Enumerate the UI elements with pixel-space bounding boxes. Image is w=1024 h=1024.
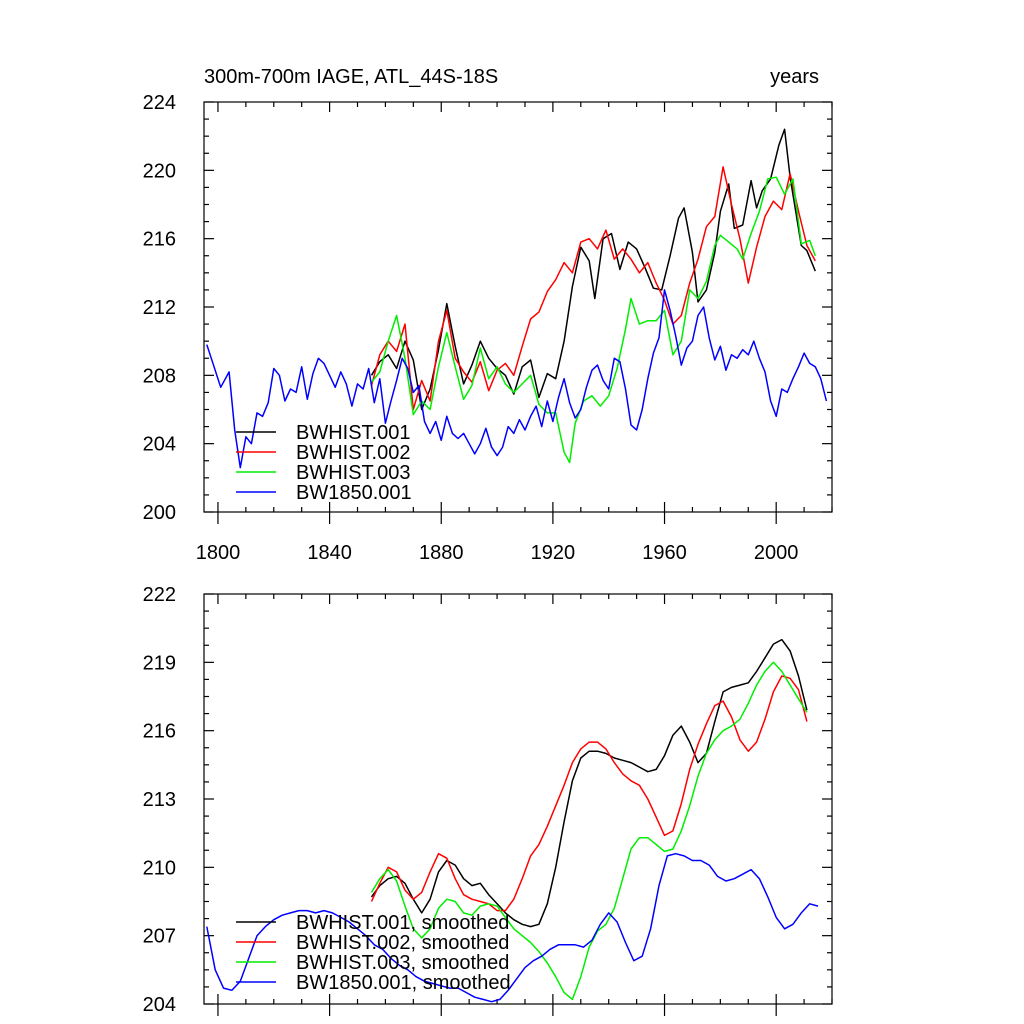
top-chart-units: years: [770, 66, 819, 88]
bottom-ytick-label: 222: [143, 584, 176, 606]
bottom-series-line-4: [206, 852, 819, 1003]
top-xtick-label: 1880: [419, 542, 464, 564]
bottom-ytick-label: 216: [143, 721, 176, 743]
top-x-tick-labels: 1800 1840 1880 1920 1960 2000: [196, 542, 799, 564]
top-series-line-4: [206, 289, 828, 469]
bottom-axis-ticks: [204, 593, 833, 1016]
top-ytick-label: 220: [143, 160, 176, 182]
bottom-ytick-label: 207: [143, 926, 176, 948]
top-xtick-label: 2000: [754, 542, 799, 564]
top-ytick-label: 208: [143, 365, 176, 387]
bottom-ytick-label: 210: [143, 857, 176, 879]
bottom-series-line-1: [370, 638, 808, 928]
top-xtick-label: 1960: [642, 542, 687, 564]
top-ytick-label: 216: [143, 229, 176, 251]
top-legend-label-1: BWHIST.001: [296, 422, 410, 444]
top-legend-label-4: BW1850.001: [296, 482, 412, 504]
top-ytick-label: 204: [143, 434, 176, 456]
top-panel: 200 204 208 212 216 220 224 1800 1840 1880 1920 19…: [143, 66, 833, 564]
top-series-line-2: [370, 166, 816, 411]
top-xtick-label: 1800: [196, 542, 241, 564]
top-legend-label-2: BWHIST.002: [296, 442, 410, 464]
top-ytick-label: 200: [143, 502, 176, 524]
bottom-series-lines: [206, 638, 819, 1003]
bottom-ytick-label: 213: [143, 789, 176, 811]
bottom-legend-label-1: BWHIST.001, smoothed: [296, 912, 509, 934]
top-series-line-3: [370, 176, 817, 464]
top-y-tick-labels: 200 204 208 212 216 220 224: [143, 92, 176, 524]
top-series-lines: [206, 128, 828, 469]
bottom-series-line-3: [370, 661, 808, 1001]
top-xtick-label: 1840: [307, 542, 352, 564]
bottom-legend-label-4: BW1850.001, smoothed: [296, 972, 511, 994]
bottom-y-tick-labels: 204 207 210 213 216 219 222: [143, 584, 176, 1016]
bottom-legend-label-2: BWHIST.002, smoothed: [296, 932, 509, 954]
bottom-legend-label-3: BWHIST.003, smoothed: [296, 952, 509, 974]
bottom-panel: 204 207 210 213 216 219 222 BWHIST.001, smooth…: [143, 584, 833, 1016]
top-chart-title: 300m-700m IAGE, ATL_44S-18S: [204, 66, 498, 88]
top-ytick-label: 212: [143, 297, 176, 319]
top-legend-label-3: BWHIST.003: [296, 462, 410, 484]
top-ytick-label: 224: [143, 92, 176, 114]
top-xtick-label: 1920: [531, 542, 576, 564]
bottom-ytick-label: 204: [143, 994, 176, 1016]
top-axis-ticks: [204, 101, 833, 524]
bottom-ytick-label: 219: [143, 652, 176, 674]
